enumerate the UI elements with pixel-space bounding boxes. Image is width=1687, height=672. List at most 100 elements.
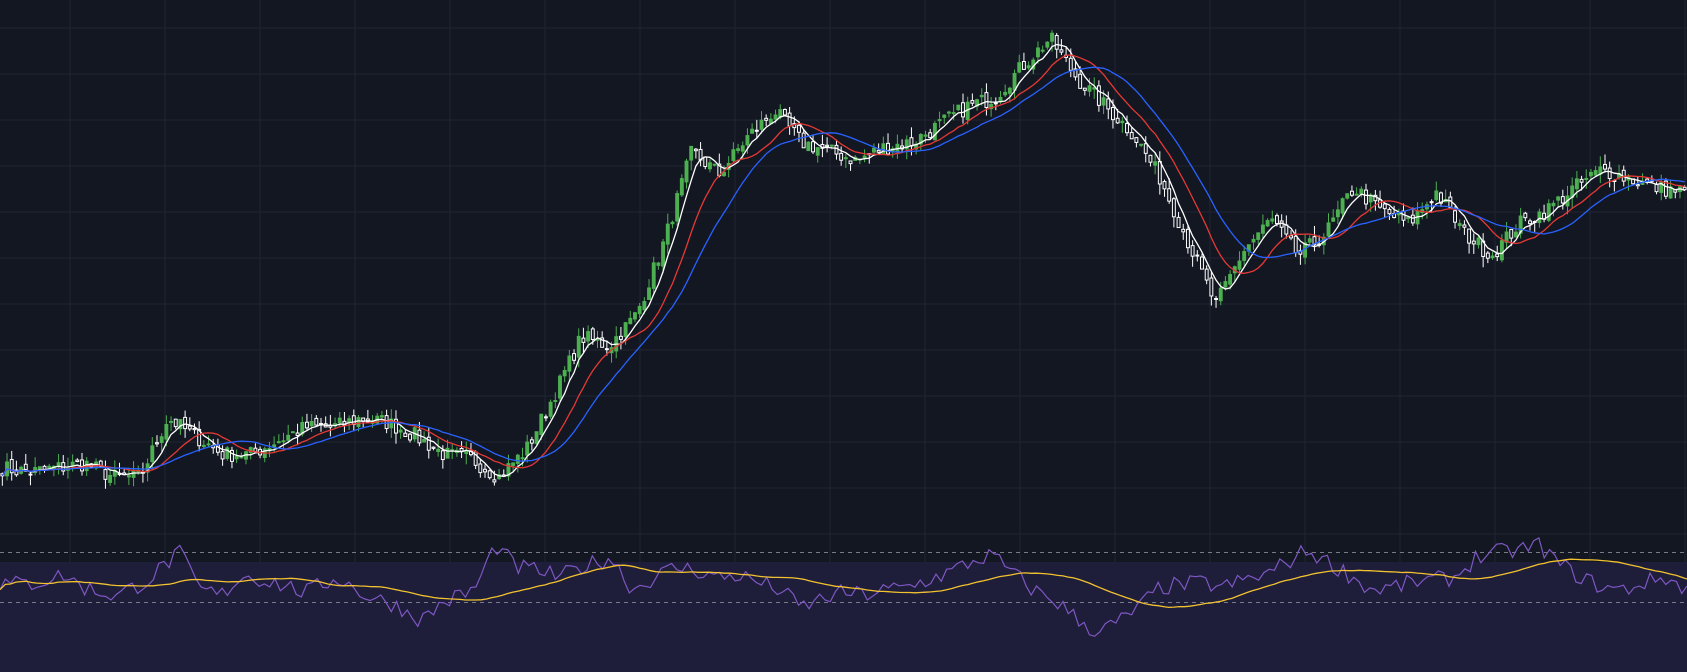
candle — [665, 213, 670, 254]
candle — [548, 399, 553, 419]
candle — [1284, 215, 1289, 239]
candle-body — [618, 335, 623, 340]
candle-body — [651, 262, 656, 289]
candle — [1200, 253, 1204, 270]
candle — [693, 147, 698, 159]
candle-body — [1607, 167, 1612, 179]
candle — [281, 432, 286, 451]
candle-body — [1439, 192, 1443, 204]
candle-body — [862, 155, 867, 159]
candle — [1260, 214, 1265, 238]
candle — [230, 446, 234, 469]
candle — [923, 130, 928, 143]
candle — [984, 83, 989, 116]
candle-body — [230, 449, 234, 462]
candle-body — [970, 100, 975, 104]
candle — [787, 107, 792, 135]
candle — [1148, 154, 1153, 167]
candle-body — [1007, 87, 1012, 94]
candle-body — [1551, 202, 1556, 207]
candle-body — [1129, 132, 1134, 140]
candle-body — [1125, 123, 1129, 134]
candle — [1434, 181, 1439, 202]
candle-body — [1410, 214, 1415, 224]
candle — [825, 137, 830, 153]
candle-body — [1045, 41, 1050, 48]
candle — [684, 158, 689, 189]
candle-body — [707, 162, 712, 170]
candle-body — [1331, 217, 1336, 222]
candle-body — [1148, 154, 1153, 163]
candle-body — [1185, 228, 1190, 249]
candle-body — [1218, 287, 1223, 302]
candle-body — [1579, 178, 1584, 183]
candle-body — [811, 141, 815, 153]
candle — [604, 340, 609, 356]
candle-body — [656, 262, 661, 266]
candle-body — [665, 223, 670, 245]
candle — [1523, 211, 1528, 222]
candle — [1045, 41, 1050, 50]
candle — [398, 425, 403, 439]
candle-body — [1556, 196, 1561, 201]
candle-body — [825, 144, 830, 147]
candle — [1415, 202, 1420, 230]
candle-body — [928, 132, 933, 139]
candle-body — [1040, 49, 1045, 52]
candle-body — [956, 104, 961, 111]
candle-body — [1523, 212, 1528, 219]
candle — [1448, 191, 1453, 209]
candle-body — [703, 156, 708, 168]
candle — [937, 111, 942, 128]
candle — [436, 438, 441, 457]
candle-body — [1495, 253, 1500, 258]
candle-body — [1476, 237, 1481, 246]
candle — [192, 423, 197, 434]
candle — [1125, 115, 1129, 137]
candle — [333, 417, 338, 429]
candle-body — [736, 148, 741, 151]
moving-average-line — [1, 43, 1685, 478]
candle-body — [14, 469, 19, 476]
candle — [932, 120, 937, 141]
candle-body — [525, 441, 530, 456]
candle-body — [394, 418, 398, 434]
candle-body — [689, 145, 694, 161]
candle-body — [169, 420, 173, 423]
candle-body — [1528, 220, 1532, 225]
candle — [961, 93, 965, 124]
candle — [1270, 210, 1275, 225]
candle — [525, 434, 530, 463]
candle-body — [1265, 220, 1270, 227]
candle-body — [201, 444, 206, 447]
candle-body — [1326, 222, 1331, 237]
candle — [248, 446, 253, 460]
candle-body — [759, 119, 764, 130]
candle-body — [1026, 65, 1031, 69]
candle-body — [946, 111, 951, 114]
candle — [993, 97, 998, 111]
candle-body — [745, 135, 750, 146]
candle-body — [1485, 252, 1490, 259]
candle-body — [9, 459, 14, 474]
candle-body — [1078, 73, 1083, 89]
candle — [1476, 235, 1481, 249]
candle-body — [843, 157, 848, 160]
candle — [1054, 33, 1059, 59]
candle-body — [42, 465, 47, 470]
candle-body — [389, 418, 394, 429]
candle-body — [356, 417, 361, 427]
candle-body — [497, 474, 502, 480]
candle — [342, 412, 347, 433]
candle-body — [543, 416, 548, 419]
candle-body — [1499, 240, 1504, 261]
moving-averages — [1, 43, 1685, 478]
candle — [764, 114, 769, 127]
candle-body — [1171, 198, 1176, 218]
candle — [1345, 193, 1350, 200]
candle-body — [187, 425, 192, 430]
candle — [290, 431, 295, 434]
candle-body — [155, 442, 159, 445]
candle — [820, 134, 825, 158]
candle-body — [834, 144, 839, 155]
